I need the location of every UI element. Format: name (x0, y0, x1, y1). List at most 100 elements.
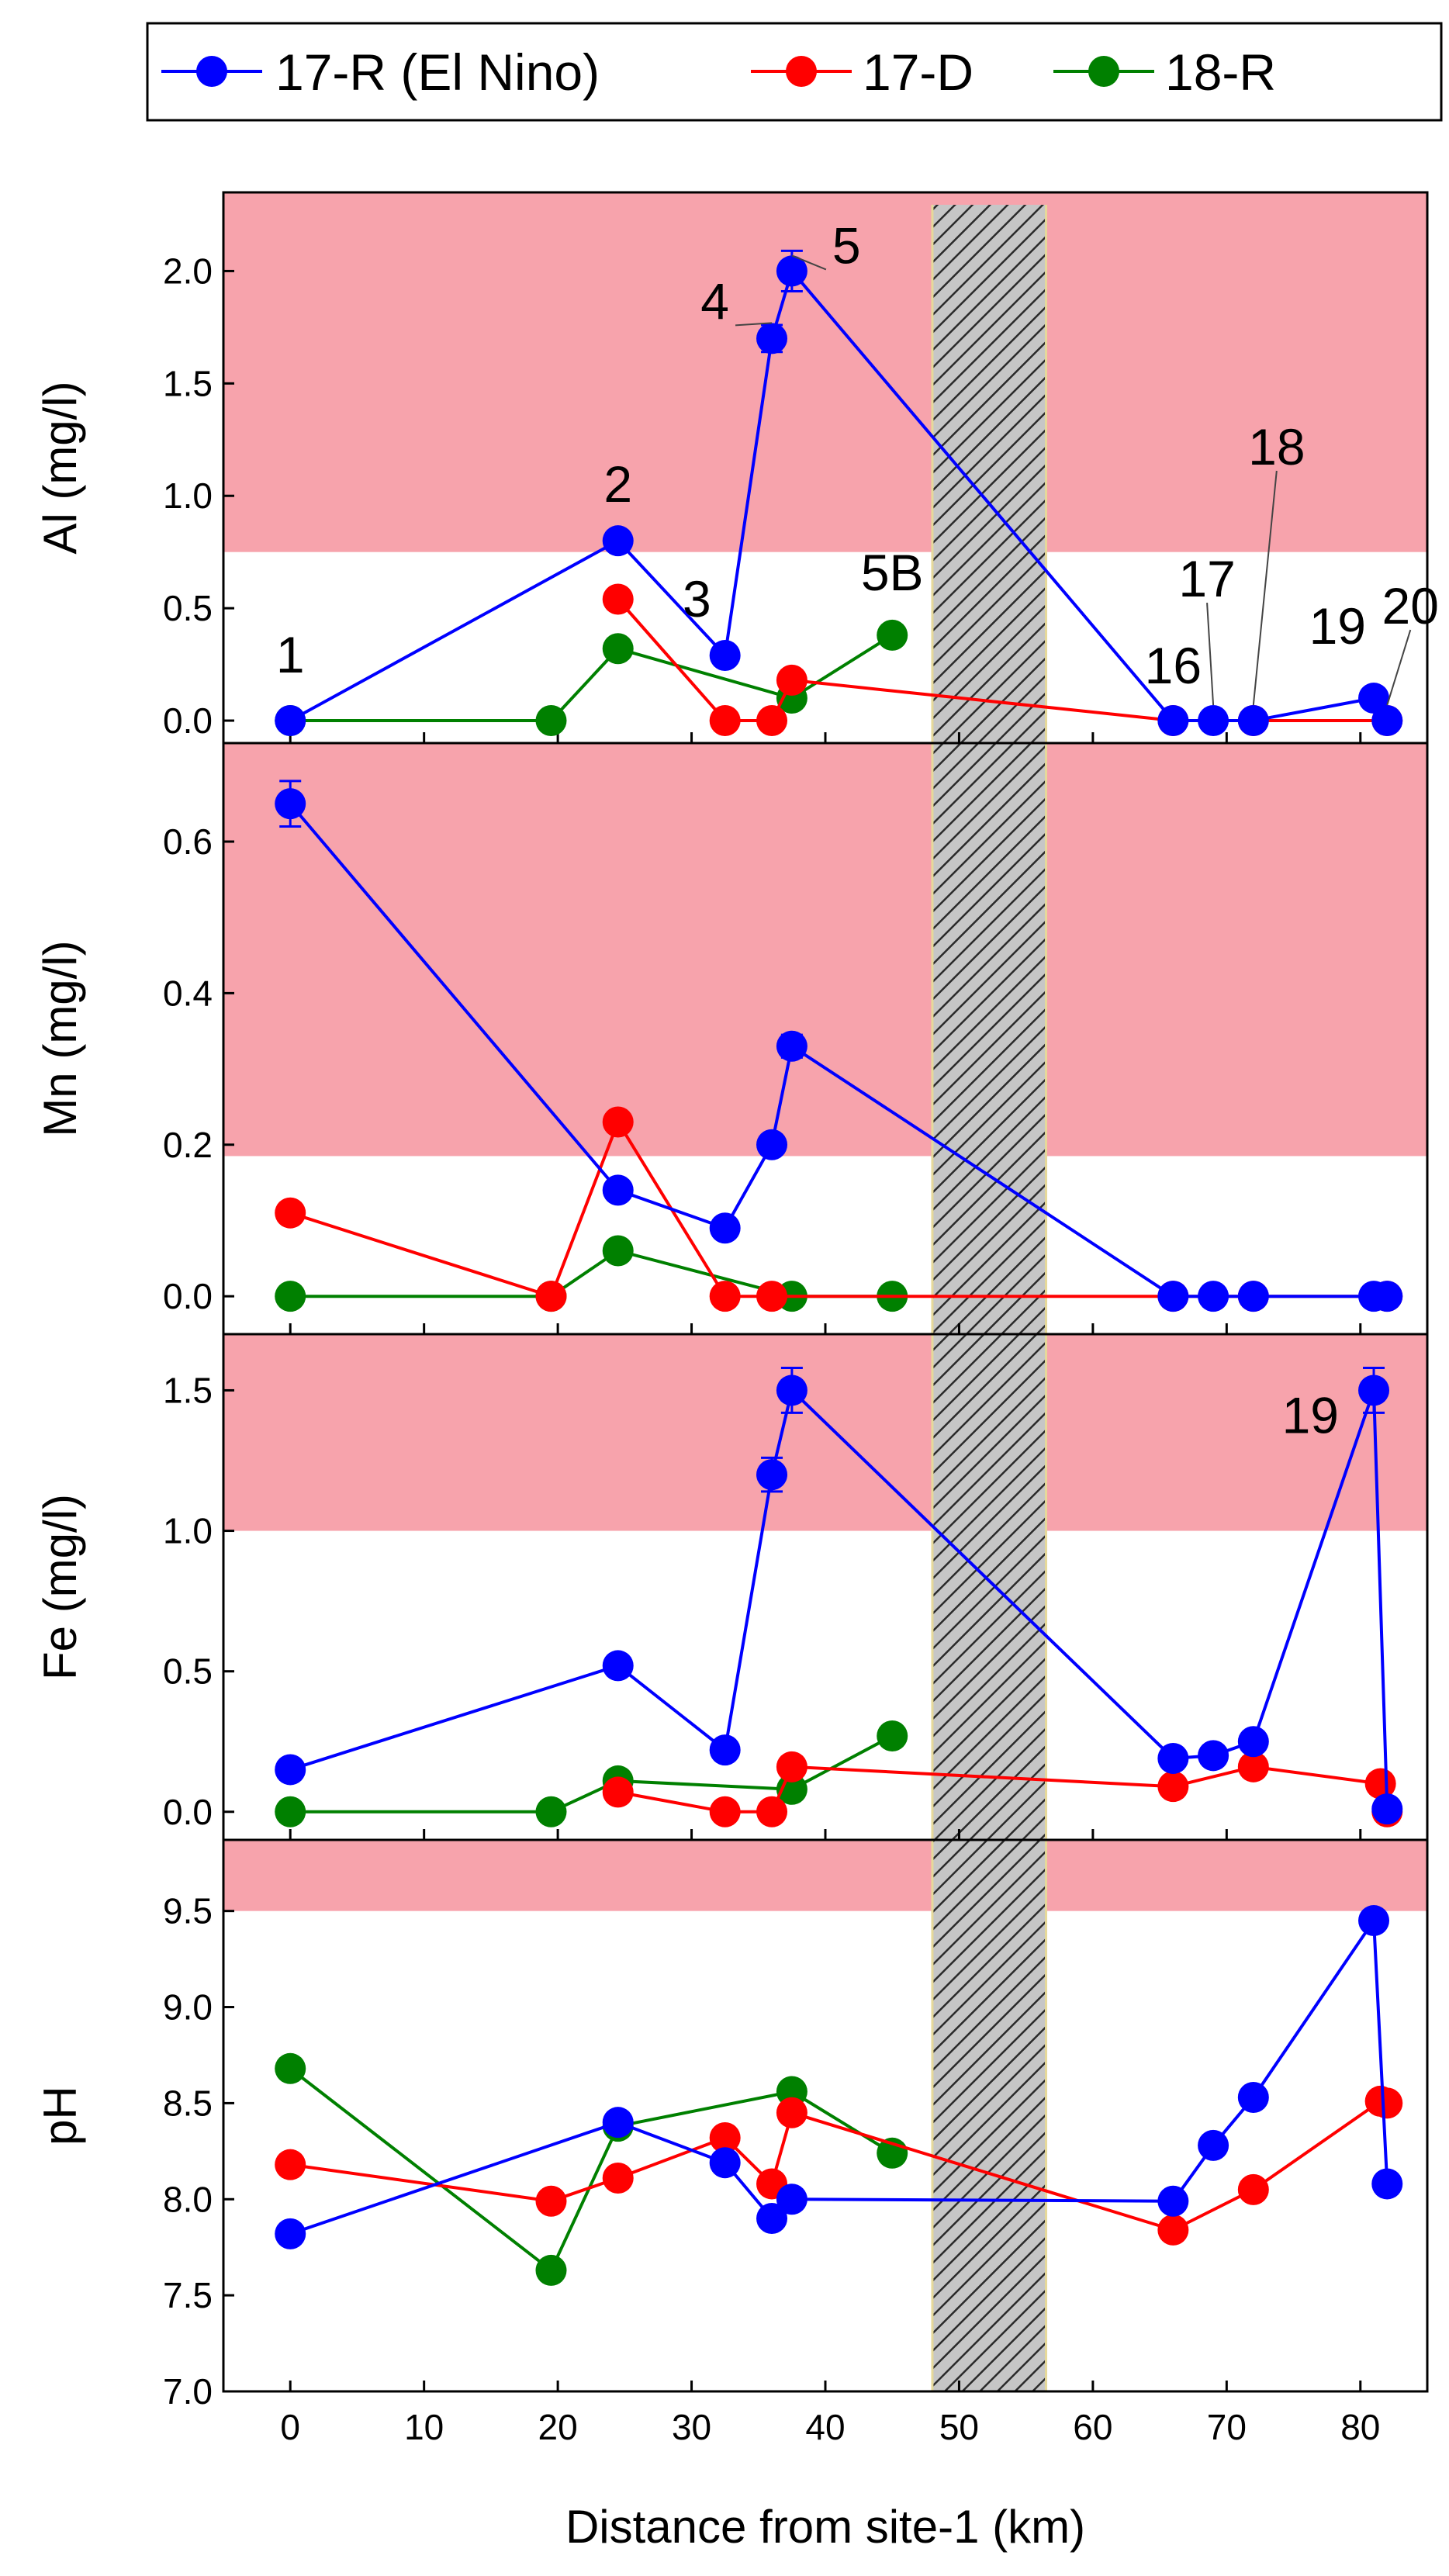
data-point-18-R (535, 1796, 567, 1827)
site-label: 17 (1178, 550, 1235, 607)
data-point-18-R (275, 1796, 306, 1827)
data-point-17-R (1198, 1281, 1229, 1312)
x-tick-label: 40 (805, 2407, 845, 2447)
site-label: 16 (1145, 637, 1202, 694)
legend: 17-R (El Nino) 17-D 18-R (146, 22, 1443, 122)
threshold-region-fe (223, 1334, 1427, 1531)
data-point-17-D (1237, 2173, 1269, 2205)
data-point-17-D (1364, 1768, 1396, 1800)
data-point-18-R (602, 633, 634, 665)
x-tick-label: 50 (939, 2407, 979, 2447)
data-point-17-D (756, 705, 788, 737)
data-point-17-R (1198, 1740, 1229, 1772)
y-tick-label: 0.5 (163, 1651, 213, 1692)
panel-fe: 0.0 0.5 1.0 1.5 Fe (mg/l) 19 (34, 1333, 1429, 1841)
site-label: 2 (603, 455, 632, 513)
data-point-17-R (1358, 1374, 1390, 1406)
y-axis-title-ph: pH (34, 2086, 86, 2146)
data-point-17-R (1237, 2081, 1269, 2113)
data-point-17-D (776, 1751, 807, 1782)
data-point-18-R (535, 2254, 567, 2286)
data-point-17-R (1198, 705, 1229, 737)
data-point-17-D (1157, 1771, 1189, 1803)
legend-label-17r: 17-R (El Nino) (275, 43, 600, 101)
data-point-17-R (776, 1030, 807, 1062)
data-point-17-D (535, 1281, 567, 1312)
y-tick-label: 1.5 (163, 363, 213, 403)
threshold-region-ph (223, 1840, 1427, 1911)
data-point-17-R (1371, 705, 1403, 737)
site-label: 18 (1248, 418, 1305, 475)
data-point-17-D (602, 1106, 634, 1138)
data-point-17-D (602, 583, 634, 615)
data-point-18-R (877, 1720, 908, 1751)
data-point-17-R (602, 1174, 634, 1206)
data-point-17-R (1157, 1742, 1189, 1774)
annotation-leader (791, 254, 827, 271)
annotation-leader (735, 322, 773, 327)
site-label: 5 (832, 216, 861, 274)
y-tick-label: 1.0 (163, 1511, 213, 1551)
data-point-17-R (709, 1734, 741, 1766)
data-point-17-D (535, 2185, 567, 2217)
data-point-17-D (709, 1281, 741, 1312)
data-point-17-R (602, 525, 634, 557)
series-line-17-R (289, 802, 1388, 1298)
y-tick-label: 0.6 (163, 821, 213, 862)
data-point-17-D (776, 664, 807, 696)
y-tick-label: 0.0 (163, 1276, 213, 1316)
data-point-17-D (275, 1197, 306, 1229)
data-point-17-R (1237, 705, 1269, 737)
data-point-17-R (602, 2107, 634, 2139)
y-tick-label: 1.5 (163, 1370, 213, 1410)
y-axis-title-mn: Mn (mg/l) (34, 940, 86, 1136)
data-point-17-R (1157, 2185, 1189, 2217)
data-point-17-D (1237, 1751, 1269, 1782)
data-point-17-D (709, 705, 741, 737)
legend-marker-17d (786, 56, 817, 87)
data-point-17-D (776, 2097, 807, 2128)
annotation-leader (1252, 470, 1278, 706)
hatched-band-ph (932, 1840, 1046, 2391)
site-label: 20 (1382, 577, 1439, 634)
data-point-17-D (275, 2149, 306, 2180)
data-point-17-D (756, 1281, 788, 1312)
site-label: 19 (1309, 597, 1366, 655)
legend-label-17d: 17-D (863, 43, 973, 101)
y-tick-label: 2.0 (163, 251, 213, 291)
panel-frame-ph (222, 1838, 1429, 2393)
data-point-18-R (275, 1281, 306, 1312)
x-tick-label: 20 (538, 2407, 578, 2447)
threshold-region-al (223, 192, 1427, 552)
data-point-17-R (1157, 705, 1189, 737)
legend-marker-18r (1088, 56, 1119, 87)
data-point-17-R (275, 2218, 306, 2249)
data-point-17-R (1237, 1281, 1269, 1312)
site-label: 19 (1282, 1386, 1339, 1444)
panel-ph: 7.0 7.5 8.0 8.5 9.0 9.5 pH 0 10 20 30 40 50 60 70 80 (34, 1838, 1429, 2447)
data-point-17-R (709, 1212, 741, 1244)
data-point-17-R (1371, 2168, 1403, 2200)
data-point-17-R (756, 323, 788, 354)
site-label: 4 (700, 272, 729, 330)
data-point-17-D (602, 2163, 634, 2194)
series-line-17-R (289, 268, 1389, 722)
site-label: 3 (683, 570, 711, 628)
site-label: 5B (861, 544, 924, 601)
legend-label-18r: 18-R (1165, 43, 1276, 101)
site-label: 1 (276, 626, 305, 683)
data-point-18-R (602, 1235, 634, 1267)
data-point-18-R (877, 619, 908, 651)
series-line-17-R (289, 1387, 1389, 1810)
hatched-band-mn (932, 743, 1046, 1334)
data-point-17-R (275, 1754, 306, 1786)
threshold-region-mn (223, 743, 1427, 1157)
panel-mn: 0.0 0.2 0.4 0.6 Mn (mg/l) (34, 742, 1429, 1336)
x-axis-title: Distance from site-1 (km) (565, 2501, 1085, 2553)
y-axis-title-al: Al (mg/l) (34, 381, 86, 554)
data-point-17-D (709, 1796, 741, 1827)
data-point-17-R (1371, 1793, 1403, 1825)
annotation-leader (1386, 629, 1412, 706)
x-tick-label: 80 (1340, 2407, 1380, 2447)
